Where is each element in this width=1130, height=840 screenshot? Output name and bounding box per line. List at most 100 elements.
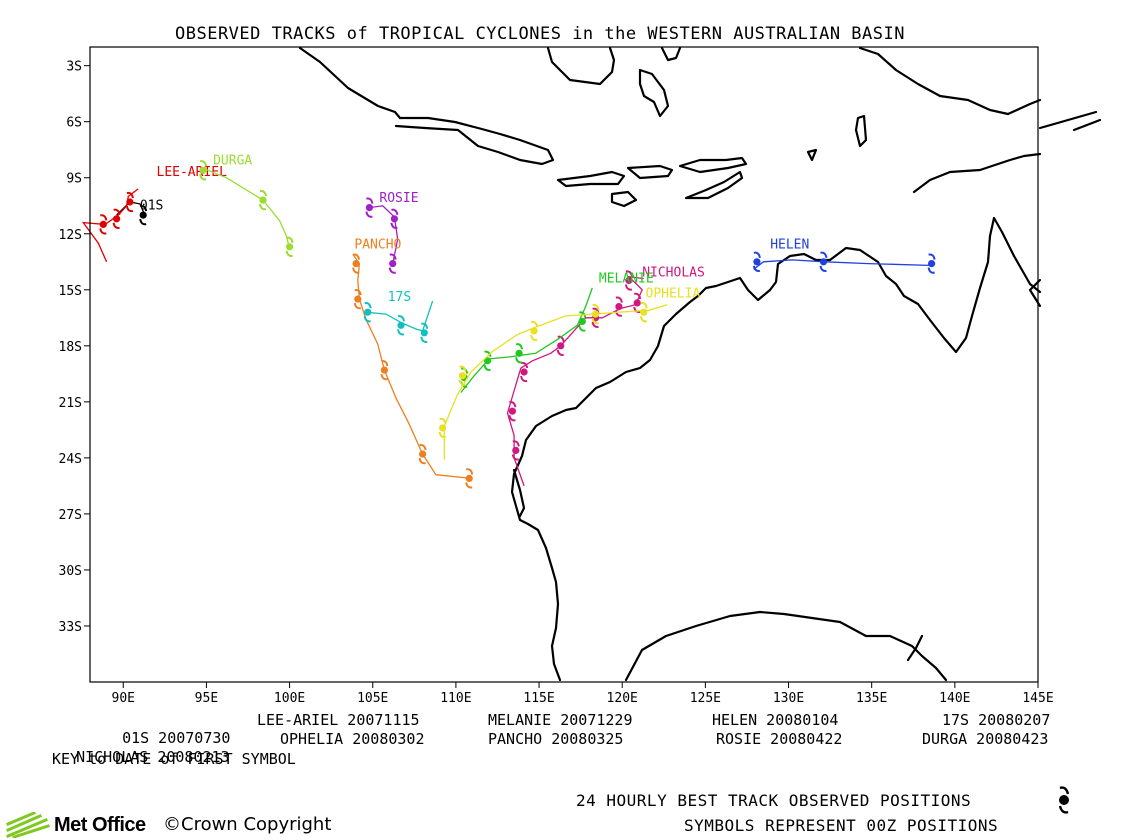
cyclone-symbol-icon [99,214,108,235]
coast-new-guinea-south [912,152,1042,194]
key-entry: 01S 20070730 [122,729,231,747]
storm-nicholas-track: NICHOLAS [506,266,705,487]
lon-tick-label: 120E [607,691,638,706]
key-entry: 17S 20080207 [942,711,1051,729]
lat-tick-label: 6S [66,116,82,131]
lat-tick-label: 21S [59,396,82,411]
storm-pancho-track: PANCHO [352,238,474,489]
coast-islands-c [1038,110,1102,132]
track-line [366,300,434,332]
key-row-2: NICHOLAS 20080213 OPHELIA 20080302 PANCH… [58,730,1048,838]
cyclone-symbol-icon [465,468,474,489]
cyclone-symbol-icon [397,315,405,336]
lat-tick-label: 18S [59,340,82,355]
coast-sumbawa [626,164,674,180]
cyclone-symbol-icon [752,251,761,272]
cyclone-symbol-icon [515,343,524,364]
storm-lee-ariel-track: LEE-ARIEL [81,165,228,263]
legend-cyclone-symbol-icon [1058,786,1070,814]
storm-label: NICHOLAS [642,266,705,281]
storm-label: PANCHO [354,238,401,253]
lon-tick-label: 105E [357,691,388,706]
lon-tick-label: 115E [523,691,554,706]
cyclone-symbol-icon [125,191,134,213]
storm-label: OPHELIA [646,286,701,301]
cyclone-symbol-icon [438,417,447,439]
coast-small-1 [806,148,818,162]
cyclone-symbol-icon [352,253,361,274]
key-entry: PANCHO 20080325 [488,730,624,748]
lat-tick-label: 12S [59,228,82,243]
lon-tick-label: 125E [690,691,721,706]
lon-tick-label: 100E [274,691,305,706]
met-office-logo-text: Met Office [54,813,146,836]
lon-tick-label: 130E [773,691,804,706]
map-frame [89,46,1039,683]
lat-tick-label: 33S [59,620,82,635]
track-line [352,253,471,480]
coast-new-guinea [858,46,1042,116]
lat-tick-label: 27S [59,508,82,523]
track-line [460,287,593,393]
track-line [443,304,668,460]
coast-bight [624,610,948,682]
coast-small-2 [854,114,868,148]
track-line [202,167,291,249]
lat-tick-label: 15S [59,284,82,299]
lat-tick-label: 24S [59,452,82,467]
cyclone-symbol-icon [363,302,372,323]
footer-line-2: SYMBOLS REPRESENT 00Z POSITIONS [684,816,999,835]
storm-ophelia-track: OPHELIA [438,286,701,460]
cyclone-symbol-icon [388,253,397,274]
storm-melanie-track: MELANIE [460,271,654,393]
key-entry: HELEN 20080104 [712,711,839,729]
storm-label: LEE-ARIEL [157,165,228,180]
coast-cape-york [1028,278,1042,308]
storm-durga-track: DURGA [199,154,294,257]
map-title: OBSERVED TRACKS of TROPICAL CYCLONES in … [175,24,905,44]
met-office-logo-icon [6,812,50,838]
cyclone-symbol-icon [420,322,429,343]
lon-tick-label: 90E [112,691,135,706]
track-line [81,188,139,263]
lon-tick-label: 110E [440,691,471,706]
coast-timor [684,170,744,200]
lon-tick-label: 135E [856,691,887,706]
cyclone-symbol-icon [624,270,633,291]
cyclone-symbol-icon [285,236,294,257]
coast-sumba [610,190,638,208]
coast-flores [678,156,748,174]
cyclone-symbol-icon [112,208,121,229]
cyclone-symbol-icon [380,359,389,381]
cyclone-symbol-icon [199,160,208,181]
cyclone-symbol-icon [390,208,399,229]
cyclone-symbol-icon [927,253,936,274]
storm-17s-track: 17S [363,290,434,343]
footer-line-1: 24 HOURLY BEST TRACK OBSERVED POSITIONS [576,791,972,810]
cyclone-symbol-icon [259,189,267,211]
cyclone-symbol-icon [639,302,648,323]
storm-helen-track: HELEN [752,238,936,274]
cyclone-symbol-icon [418,443,427,465]
map-axes: 90E 95E 100E 105E 110E 115E 120E 125E 130E 135E 14… [59,60,1054,706]
track-line [506,275,644,487]
key-entry: OPHELIA 20080302 [280,730,425,748]
coast-bali-lombok [556,170,626,188]
lon-tick-label: 145E [1022,691,1053,706]
coast-shark-bay [512,468,526,518]
coast-gulf [906,634,924,662]
lat-tick-label: 9S [66,172,82,187]
key-entry: MELANIE 20071229 [488,711,633,729]
key-entry: LEE-ARIEL 20071115 [257,711,420,729]
cyclone-symbol-icon [365,197,374,218]
track-line [753,259,934,270]
storm-rosie-track: ROSIE [365,191,419,274]
coast-borneo [546,46,616,86]
cyclone-symbol-icon [508,401,517,422]
storm-label: MELANIE [599,271,654,286]
lon-tick-label: 140E [939,691,970,706]
coast-australia [510,216,1042,682]
coast-java [394,116,555,166]
cyclone-symbol-icon [633,292,642,314]
